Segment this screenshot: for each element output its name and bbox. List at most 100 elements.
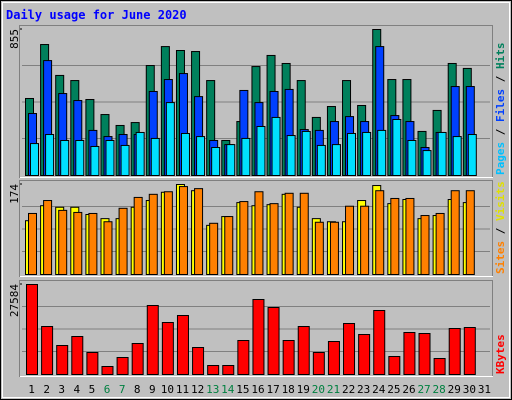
legend-entry: Files <box>494 89 507 122</box>
bar <box>75 139 85 177</box>
bar <box>418 333 431 376</box>
bar <box>347 132 357 176</box>
bar <box>163 191 173 275</box>
x-tick-label: 7 <box>119 383 126 396</box>
bar <box>314 221 324 275</box>
bar <box>343 322 356 376</box>
bar <box>135 131 145 176</box>
bar <box>58 209 68 276</box>
bar <box>435 212 445 275</box>
bar <box>254 191 264 275</box>
x-tick-label: 23 <box>357 383 370 396</box>
bar <box>360 205 370 275</box>
bar <box>316 144 326 176</box>
bar <box>120 144 130 176</box>
legend-entry: Hits <box>494 43 507 70</box>
x-tick-label: 8 <box>134 383 141 396</box>
bar <box>286 135 296 176</box>
bar <box>301 130 311 177</box>
bar <box>103 221 113 275</box>
bar <box>284 192 294 275</box>
bar <box>73 211 83 275</box>
bar <box>209 222 219 276</box>
bar <box>45 134 55 177</box>
bar <box>180 132 190 176</box>
x-tick-label: 30 <box>463 383 476 396</box>
bar <box>226 144 236 176</box>
bar <box>433 357 446 375</box>
x-tick-label: 9 <box>149 383 156 396</box>
bar <box>86 351 99 376</box>
bar <box>392 118 402 177</box>
bar <box>252 298 265 375</box>
x-tick-label: 17 <box>266 383 279 396</box>
bar <box>448 327 461 375</box>
bar <box>282 339 295 376</box>
bar <box>43 200 53 275</box>
bar <box>239 201 249 276</box>
bar <box>133 196 143 275</box>
x-tick-label: 1 <box>28 383 35 396</box>
bar <box>422 150 432 176</box>
bar <box>329 221 339 275</box>
bar <box>178 186 188 276</box>
bar <box>116 357 129 375</box>
bar <box>452 136 462 176</box>
bar <box>420 215 430 276</box>
y-tick-label: 174 <box>8 184 21 204</box>
bar <box>463 326 476 376</box>
x-tick-label: 31 <box>478 383 491 396</box>
legend-entry: Pages <box>494 142 507 175</box>
x-tick-label: 26 <box>402 383 415 396</box>
legend-entry: KBytes <box>494 334 507 374</box>
x-tick-label: 15 <box>236 383 249 396</box>
x-tick-label: 16 <box>251 383 264 396</box>
legend-separator: / <box>494 221 507 241</box>
bar <box>241 137 251 176</box>
bar <box>450 190 460 275</box>
legend-separator: / <box>494 122 507 142</box>
x-tick-label: 4 <box>74 383 81 396</box>
x-tick-label: 20 <box>312 383 325 396</box>
bar <box>403 331 416 375</box>
bar <box>161 322 174 375</box>
bar <box>362 131 372 176</box>
bar <box>60 139 70 177</box>
x-tick-label: 25 <box>387 383 400 396</box>
bar <box>56 345 69 375</box>
bar <box>192 347 205 375</box>
bar <box>26 284 38 375</box>
x-tick-label: 18 <box>282 383 295 396</box>
bar <box>150 137 160 176</box>
legend: Pages / Files / Hits <box>494 43 507 176</box>
bar <box>256 125 266 176</box>
bar <box>358 333 371 375</box>
legend-entry: Visits <box>494 181 507 221</box>
bar <box>375 190 385 275</box>
legend-entry: Sites <box>494 241 507 274</box>
bar <box>30 143 39 177</box>
bar <box>176 314 189 375</box>
bar <box>299 192 309 275</box>
x-tick-label: 22 <box>342 383 355 396</box>
y-tick-label: 855 <box>8 29 21 49</box>
x-tick-label: 12 <box>191 383 204 396</box>
bar <box>269 203 279 275</box>
bar <box>146 304 159 375</box>
bar <box>41 325 54 375</box>
x-tick-label: 6 <box>104 383 111 396</box>
bar <box>207 365 220 376</box>
chart-title: Daily usage for June 2020 <box>6 8 187 22</box>
bar <box>405 197 415 275</box>
x-tick-label: 10 <box>161 383 174 396</box>
bar <box>377 129 387 176</box>
legend: Sites / Visits <box>494 181 507 274</box>
x-tick-label: 13 <box>206 383 219 396</box>
bar <box>101 365 114 375</box>
bar <box>467 134 477 177</box>
bar <box>118 207 128 275</box>
bar <box>194 188 204 275</box>
bar <box>105 139 115 177</box>
bar <box>196 136 206 176</box>
